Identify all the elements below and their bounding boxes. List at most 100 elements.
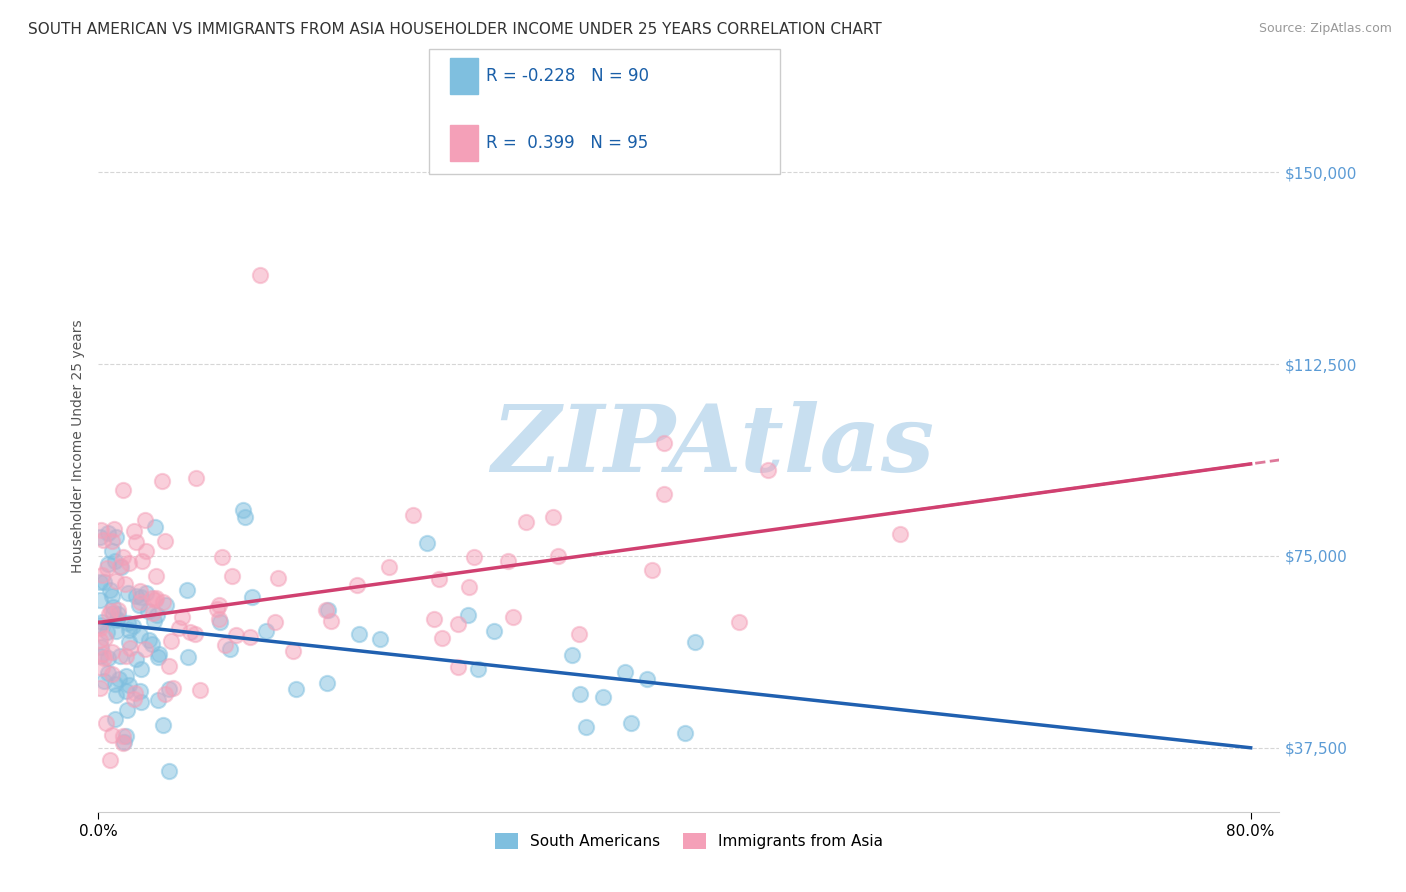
- Point: [159, 764, 181, 779]
- Point: [457, 607, 479, 622]
- Point: [122, 524, 145, 539]
- Point: [94, 631, 117, 645]
- Point: [515, 515, 537, 529]
- Point: [89, 530, 111, 544]
- Point: [146, 693, 169, 707]
- Point: [183, 627, 205, 641]
- Point: [129, 684, 152, 698]
- Point: [110, 560, 132, 574]
- Point: [89, 633, 111, 648]
- Point: [101, 534, 124, 549]
- Point: [91, 661, 114, 675]
- Point: [155, 534, 177, 549]
- Point: [97, 526, 120, 541]
- Point: [319, 614, 342, 628]
- Point: [148, 649, 170, 664]
- Point: [889, 526, 911, 541]
- Point: [108, 648, 131, 663]
- Point: [316, 603, 339, 617]
- Point: [176, 650, 198, 665]
- Point: [547, 549, 569, 563]
- Point: [315, 603, 337, 617]
- Point: [128, 598, 150, 612]
- Point: [281, 644, 304, 658]
- Point: [122, 691, 145, 706]
- Point: [148, 647, 170, 661]
- Point: [225, 628, 247, 642]
- Point: [205, 602, 228, 616]
- Point: [104, 677, 127, 691]
- Point: [254, 624, 277, 639]
- Point: [463, 550, 485, 565]
- Point: [90, 567, 112, 582]
- Point: [105, 613, 128, 627]
- Point: [121, 619, 143, 633]
- Point: [315, 676, 337, 690]
- Point: [145, 591, 167, 605]
- Point: [142, 614, 165, 628]
- Point: [422, 612, 444, 626]
- Point: [134, 513, 156, 527]
- Point: [114, 577, 136, 591]
- Point: [105, 689, 128, 703]
- Point: [457, 580, 479, 594]
- Point: [157, 681, 180, 696]
- Point: [620, 716, 643, 731]
- Point: [115, 684, 138, 698]
- Point: [101, 645, 124, 659]
- Point: [264, 615, 287, 629]
- Point: [117, 615, 139, 630]
- Point: [135, 586, 157, 600]
- Point: [569, 687, 592, 701]
- Point: [89, 648, 111, 663]
- Text: R = -0.228   N = 90: R = -0.228 N = 90: [486, 67, 650, 85]
- Point: [143, 520, 166, 534]
- Point: [447, 616, 470, 631]
- Point: [93, 674, 115, 689]
- Point: [416, 536, 439, 550]
- Y-axis label: Householder Income Under 25 years: Householder Income Under 25 years: [70, 319, 84, 573]
- Point: [114, 669, 136, 683]
- Point: [125, 589, 148, 603]
- Point: [153, 687, 176, 701]
- Point: [115, 703, 138, 717]
- Point: [239, 630, 262, 644]
- Point: [134, 641, 156, 656]
- Point: [432, 631, 454, 645]
- Point: [370, 632, 392, 647]
- Point: [104, 624, 127, 638]
- Point: [209, 615, 232, 630]
- Point: [98, 607, 121, 622]
- Point: [112, 550, 135, 565]
- Point: [482, 624, 505, 638]
- Point: [285, 682, 308, 697]
- Point: [142, 606, 165, 620]
- Point: [159, 659, 181, 673]
- Point: [138, 633, 160, 648]
- Point: [93, 647, 115, 661]
- Point: [112, 735, 135, 749]
- Point: [103, 523, 125, 537]
- Point: [152, 718, 174, 732]
- Point: [179, 625, 201, 640]
- Point: [118, 557, 141, 571]
- Point: [90, 523, 112, 537]
- Point: [135, 544, 157, 558]
- Point: [756, 463, 779, 477]
- Point: [94, 715, 117, 730]
- Point: [131, 662, 153, 676]
- Legend: South Americans, Immigrants from Asia: South Americans, Immigrants from Asia: [489, 827, 889, 855]
- Point: [652, 487, 675, 501]
- Point: [208, 612, 231, 626]
- Point: [496, 554, 519, 568]
- Point: [447, 660, 470, 674]
- Point: [89, 621, 111, 635]
- Point: [266, 571, 288, 585]
- Point: [346, 578, 368, 592]
- Point: [97, 666, 120, 681]
- Point: [125, 535, 148, 549]
- Point: [104, 574, 127, 588]
- Point: [100, 605, 122, 619]
- Point: [155, 598, 177, 612]
- Point: [125, 652, 148, 666]
